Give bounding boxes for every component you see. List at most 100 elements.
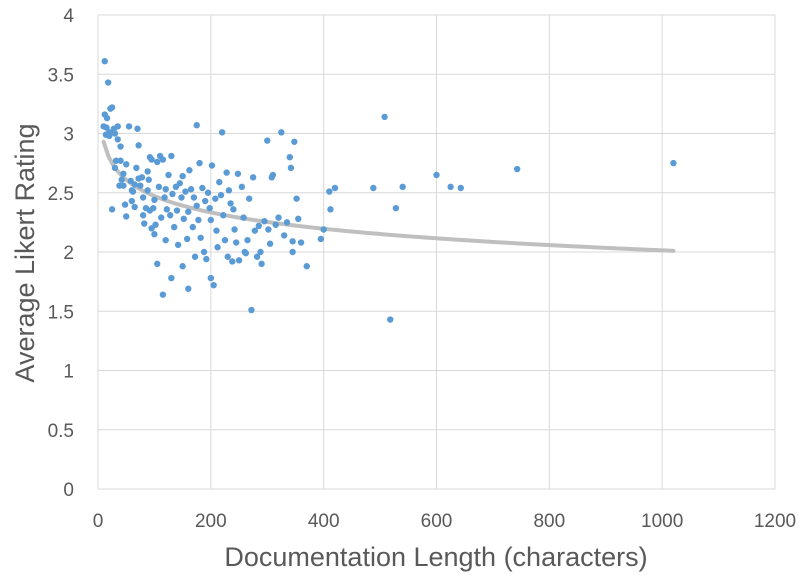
- data-point: [112, 157, 120, 164]
- x-tick-label: 0: [93, 511, 104, 532]
- data-point: [286, 154, 294, 161]
- data-point: [138, 174, 146, 181]
- data-point: [103, 124, 110, 131]
- data-point: [185, 285, 192, 292]
- data-point: [169, 190, 176, 198]
- data-point: [238, 183, 246, 191]
- y-tick-label: 3.5: [48, 65, 74, 86]
- data-point: [264, 137, 271, 144]
- x-tick-label: 600: [421, 511, 453, 532]
- data-point: [244, 236, 251, 244]
- data-point: [207, 216, 215, 224]
- x-tick-label: 400: [308, 511, 340, 532]
- data-point: [139, 194, 147, 201]
- data-point: [457, 184, 464, 192]
- data-point: [167, 212, 174, 219]
- data-point: [195, 216, 202, 224]
- data-point: [200, 248, 208, 256]
- data-point: [161, 194, 168, 201]
- x-axis-title: Documentation Length (characters): [224, 542, 647, 572]
- x-tick-label: 800: [533, 511, 565, 532]
- data-point: [227, 200, 234, 207]
- data-point: [173, 207, 181, 214]
- data-point: [670, 159, 677, 167]
- y-tick-label: 1: [63, 362, 74, 383]
- data-point: [257, 248, 264, 256]
- data-point: [150, 204, 157, 212]
- data-point: [120, 170, 127, 177]
- data-point: [326, 188, 333, 195]
- data-point: [117, 143, 124, 150]
- data-point: [223, 169, 230, 176]
- data-point: [235, 257, 243, 264]
- data-point: [201, 197, 209, 205]
- data-point: [289, 238, 296, 245]
- data-point: [196, 159, 203, 167]
- data-point: [248, 306, 255, 314]
- data-point: [207, 274, 215, 282]
- data-points: [100, 58, 677, 323]
- data-point: [206, 204, 213, 212]
- data-point: [151, 231, 158, 238]
- data-point: [155, 183, 163, 191]
- data-point: [154, 158, 161, 166]
- data-point: [145, 176, 152, 183]
- data-point: [170, 223, 178, 231]
- data-point: [165, 171, 172, 179]
- data-point: [159, 291, 167, 298]
- data-point: [291, 138, 298, 145]
- data-point: [152, 221, 159, 228]
- data-point: [187, 186, 195, 193]
- data-point: [157, 214, 165, 221]
- data-point: [104, 79, 112, 86]
- data-point: [392, 204, 400, 212]
- x-tick-label: 1200: [754, 511, 796, 532]
- data-point: [137, 182, 144, 189]
- y-tick-label: 4: [63, 6, 74, 27]
- data-point: [231, 226, 238, 233]
- data-point: [266, 240, 274, 247]
- data-point: [261, 217, 268, 225]
- data-point: [249, 174, 257, 181]
- data-point: [134, 125, 141, 132]
- data-point: [193, 202, 200, 209]
- data-point: [183, 235, 191, 243]
- data-point: [128, 197, 136, 205]
- data-point: [123, 161, 130, 168]
- y-tick-label: 1.5: [48, 302, 74, 323]
- data-point: [221, 236, 229, 244]
- data-point: [327, 206, 334, 213]
- data-point: [193, 122, 200, 129]
- data-point: [144, 187, 151, 194]
- data-point: [289, 248, 296, 256]
- data-point: [108, 206, 116, 213]
- data-point: [280, 232, 288, 239]
- data-point: [447, 183, 454, 191]
- trendline: [101, 139, 676, 253]
- data-point: [218, 129, 226, 136]
- data-point: [154, 260, 161, 268]
- data-point: [246, 195, 253, 202]
- data-point: [212, 195, 219, 202]
- data-point: [242, 249, 250, 257]
- data-point: [108, 104, 116, 111]
- y-tick-labels: 0 0.5 1 1.5 2 2.5 3 3.5 4: [48, 6, 75, 501]
- data-point: [179, 172, 186, 180]
- data-point: [123, 213, 130, 220]
- y-tick-label: 0: [63, 480, 74, 501]
- data-point: [240, 214, 247, 221]
- data-point: [269, 171, 277, 179]
- data-point: [230, 206, 237, 213]
- data-point: [234, 170, 242, 177]
- data-point: [139, 212, 147, 219]
- data-point: [182, 188, 189, 195]
- data-point: [168, 274, 175, 282]
- data-point: [216, 178, 223, 186]
- x-tick-labels: 0 200 400 600 800 1000 1200: [93, 511, 796, 532]
- data-point: [381, 113, 388, 121]
- data-point: [121, 201, 129, 208]
- data-point: [224, 253, 231, 260]
- x-tick-label: 1000: [641, 511, 683, 532]
- data-point: [176, 180, 183, 187]
